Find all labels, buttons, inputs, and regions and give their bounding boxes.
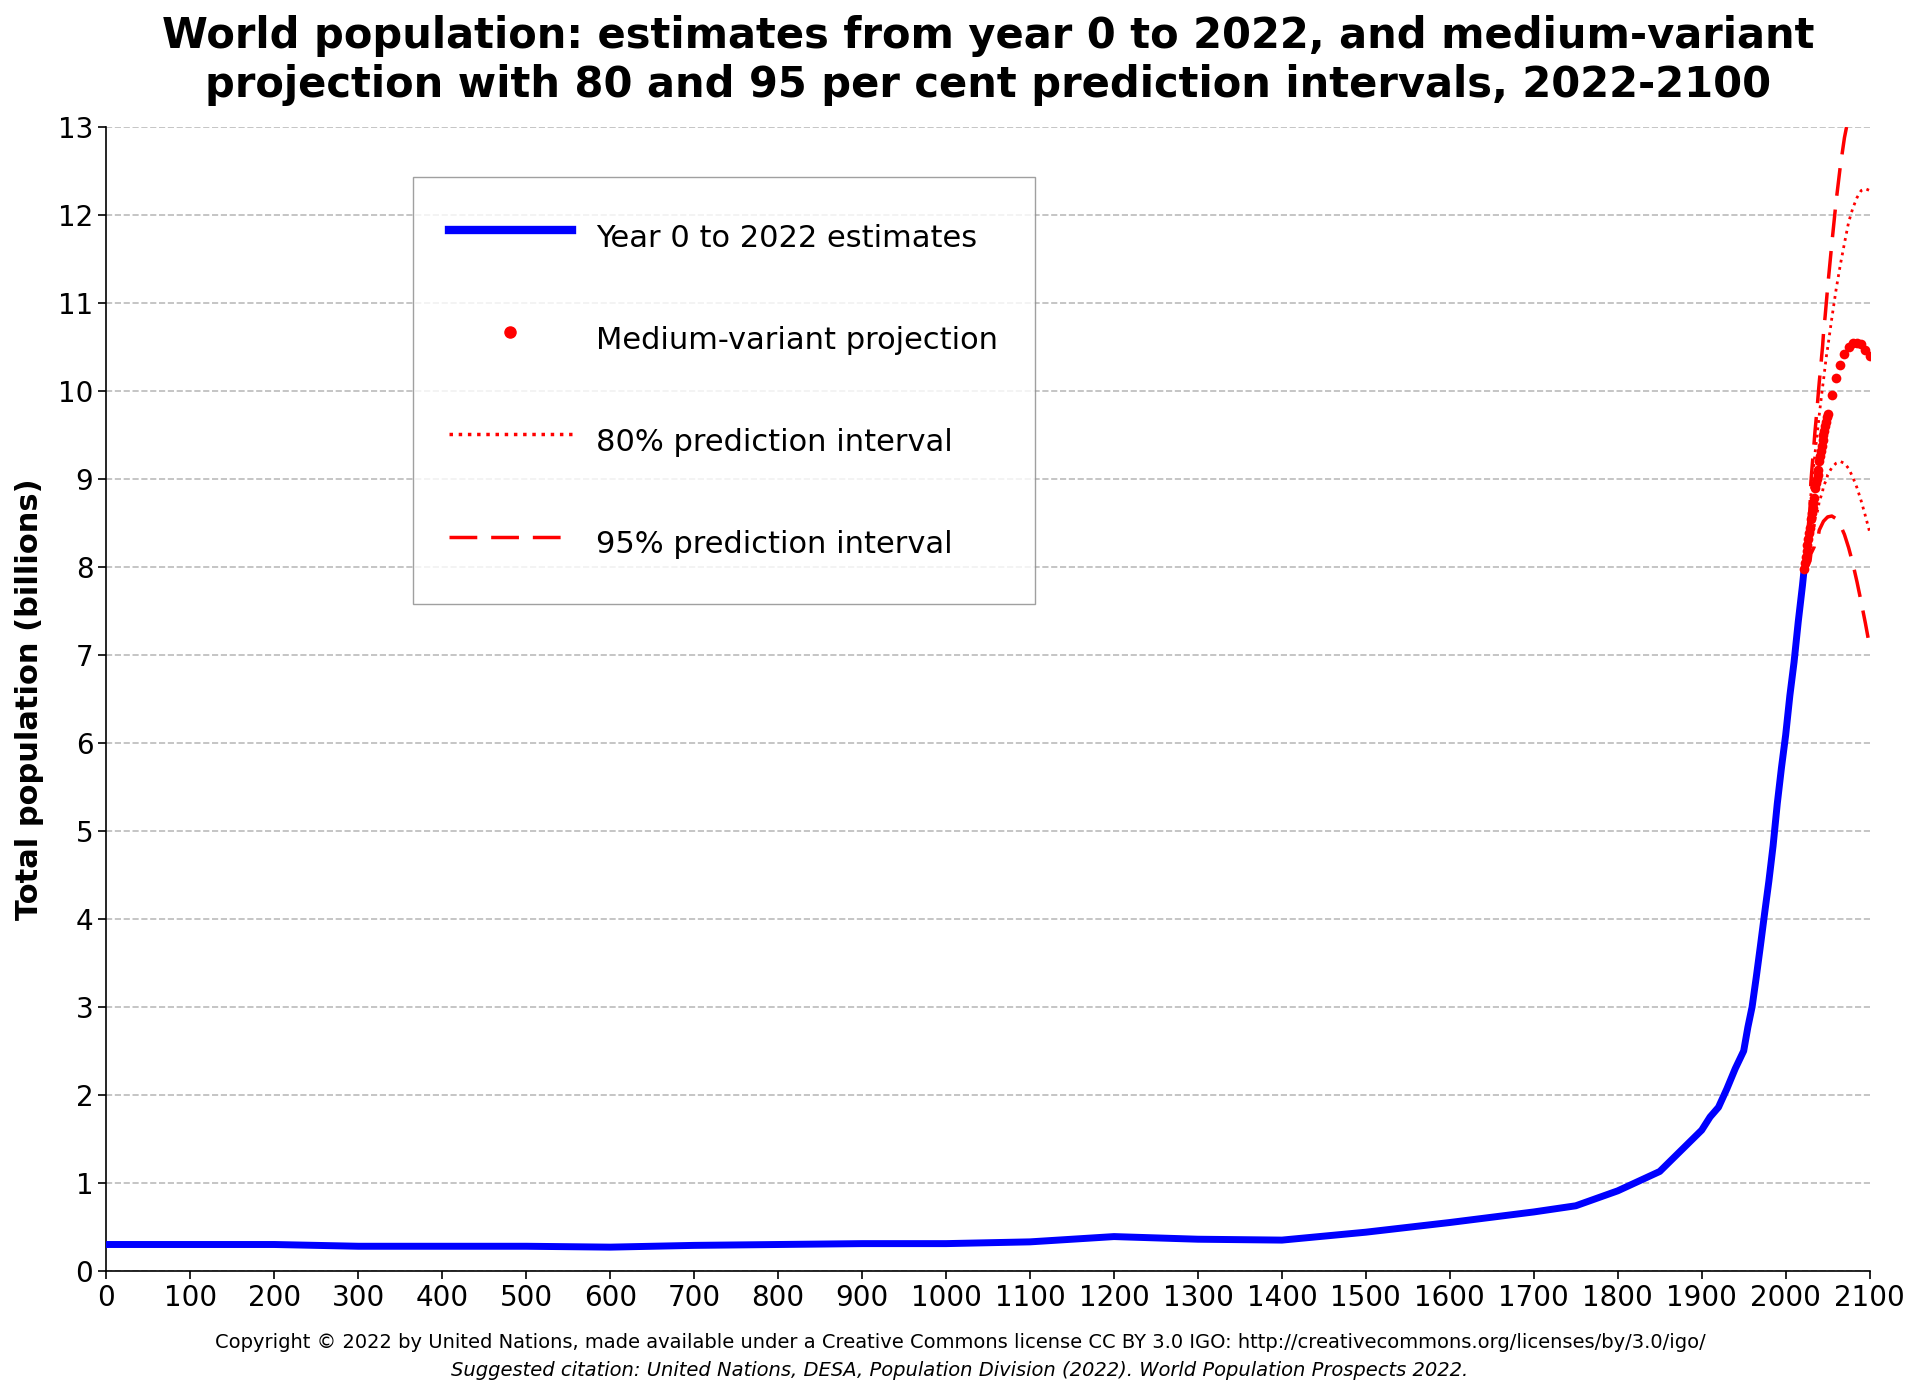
Text: Copyright © 2022 by United Nations, made available under a Creative Commons lice: Copyright © 2022 by United Nations, made… — [215, 1333, 1705, 1352]
Title: World population: estimates from year 0 to 2022, and medium-variant
projection w: World population: estimates from year 0 … — [161, 15, 1814, 106]
Y-axis label: Total population (billions): Total population (billions) — [15, 478, 44, 920]
Legend: Year 0 to 2022 estimates, Medium-variant projection, 80% prediction interval, 95: Year 0 to 2022 estimates, Medium-variant… — [413, 177, 1035, 604]
Text: Suggested citation: United Nations, DESA, Population Division (2022). World Popu: Suggested citation: United Nations, DESA… — [451, 1361, 1469, 1380]
